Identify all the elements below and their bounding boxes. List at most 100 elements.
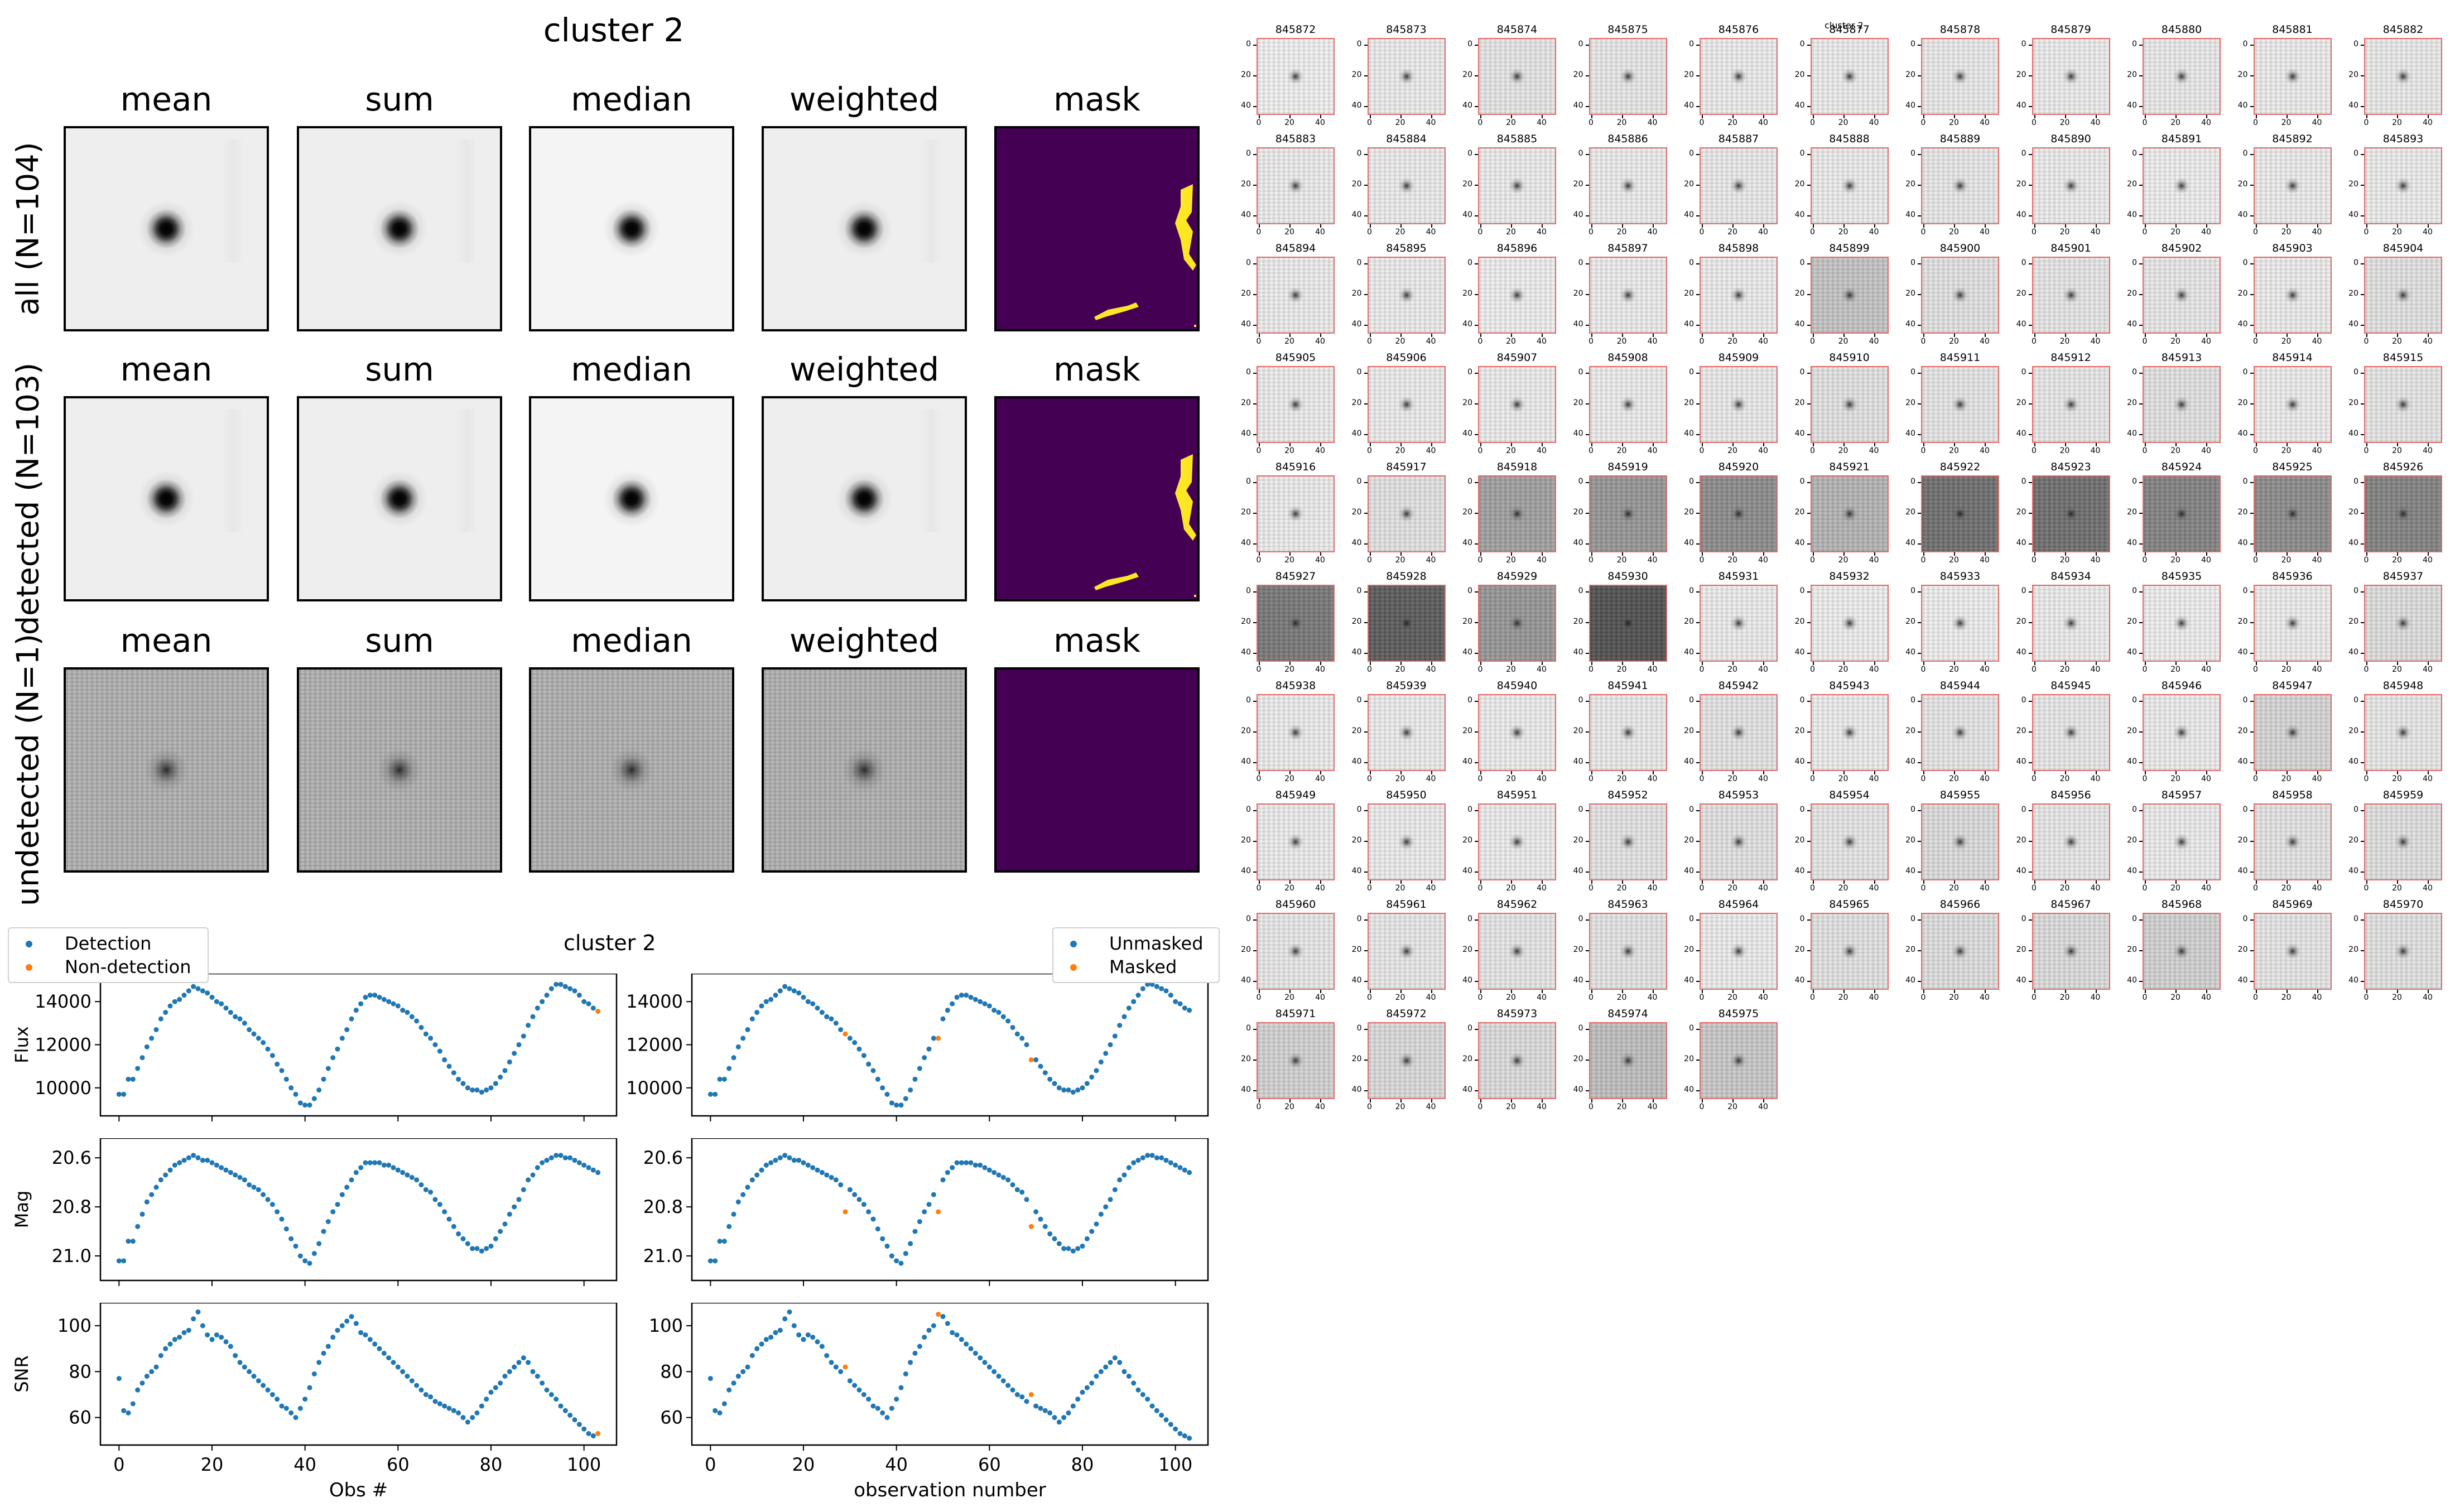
data-point: [922, 1335, 927, 1340]
thumbnail-x-tick: 0: [1920, 884, 1926, 893]
thumbnail-x-tick: 40: [1647, 337, 1658, 346]
thumbnail-y-tick: 20: [2237, 398, 2248, 407]
thumbnail-tick-mark: [1431, 662, 1432, 665]
plot-frame: [691, 974, 1209, 1117]
thumbnail-x-tick: 40: [2312, 665, 2322, 674]
thumbnail-x-tick: 40: [1537, 446, 1547, 455]
thumbnail-tick-mark: [2361, 762, 2364, 763]
thumbnail-tick-mark: [1696, 434, 1700, 435]
thumbnail-tick-mark: [2028, 185, 2032, 186]
thumbnail-stamp: [1478, 475, 1556, 552]
thumbnail-tick-mark: [1364, 543, 1368, 545]
thumbnail-x-tick: 40: [1869, 118, 1879, 127]
data-point: [558, 1403, 564, 1409]
data-point: [1080, 1389, 1085, 1395]
data-point: [959, 1160, 964, 1166]
thumbnail-tick-mark: [1253, 106, 1257, 107]
thumbnail-y-tick: 20: [1684, 70, 1694, 79]
data-point: [590, 1167, 596, 1173]
thumbnail-y-tick: 40: [2237, 976, 2248, 985]
thumbnail-tick-mark: [1652, 443, 1654, 446]
data-point: [386, 999, 392, 1004]
thumbnail-tick-mark: [1954, 334, 1955, 337]
thumbnail-x-tick: 20: [1727, 337, 1737, 346]
thumbnail-tick-mark: [1985, 334, 1986, 337]
data-point: [465, 1419, 470, 1425]
data-point: [833, 1364, 839, 1370]
data-point: [759, 1167, 764, 1173]
data-point: [735, 1374, 741, 1379]
thumbnail-x-tick: 40: [1980, 228, 1990, 237]
thumbnail-x-tick: 0: [1588, 774, 1594, 783]
thumbnail-tick-mark: [2034, 880, 2035, 884]
data-point: [936, 1312, 941, 1317]
data-point: [759, 1003, 764, 1009]
thumbnail-tick-mark: [2028, 701, 2032, 702]
data-point: [1112, 1355, 1118, 1361]
thumbnail-stamp: [1810, 803, 1889, 880]
data-point: [1070, 1403, 1076, 1409]
data-point: [311, 1251, 317, 1256]
data-point: [805, 1332, 811, 1338]
thumbnail-tick-mark: [2028, 434, 2032, 435]
legend-label: Masked: [1109, 956, 1177, 977]
thumbnail-x-tick: 20: [2281, 337, 2292, 346]
thumbnail-tick-mark: [1400, 1099, 1402, 1102]
thumbnail-tick-mark: [2145, 224, 2146, 228]
data-point: [242, 1177, 247, 1183]
data-point: [1140, 986, 1145, 991]
thumbnail-title: 845886: [1607, 133, 1648, 145]
thumbnail-stamp: [1478, 147, 1556, 224]
thumbnail-title: 845918: [1496, 461, 1538, 473]
data-point: [544, 993, 550, 998]
data-point: [749, 1016, 755, 1022]
data-point: [731, 1211, 736, 1217]
thumbnail-x-tick: 40: [1980, 884, 1990, 893]
thumbnail-tick-mark: [1475, 215, 1478, 216]
thumbnail-stamp: [1810, 475, 1889, 552]
thumbnail-x-tick: 20: [2170, 337, 2180, 346]
thumbnail-title: 845968: [2161, 898, 2202, 911]
thumbnail-stamp: [1588, 38, 1667, 115]
thumbnail-tick-mark: [2286, 771, 2288, 774]
thumbnail-title: 845935: [2161, 570, 2202, 582]
thumbnail-x-tick: 20: [2281, 884, 2292, 893]
thumbnail-y-tick: 20: [2016, 180, 2026, 189]
thumbnail-stamp: [2143, 147, 2221, 224]
data-point: [395, 1167, 401, 1173]
data-point: [787, 1309, 792, 1314]
thumbnail-tick-mark: [1253, 403, 1257, 405]
thumbnail-stamp: [2253, 803, 2332, 880]
thumbnail-tick-mark: [2139, 810, 2143, 811]
thumbnail-y-tick: 20: [1794, 836, 1805, 845]
data-point: [954, 995, 960, 1000]
thumbnail-tick-mark: [1364, 75, 1368, 76]
thumbnail-y-tick: 0: [1356, 805, 1362, 814]
thumbnail-tick-mark: [1542, 771, 1543, 774]
data-point: [1145, 981, 1151, 987]
thumbnail-y-tick: 40: [2237, 429, 2248, 438]
data-point: [768, 1335, 774, 1340]
data-point: [950, 1001, 955, 1007]
data-point: [996, 1172, 1002, 1178]
thumbnail-x-tick: 20: [1838, 446, 1849, 455]
data-point: [275, 1209, 280, 1215]
thumbnail-x-tick: 40: [2090, 884, 2101, 893]
data-point: [363, 995, 368, 1000]
thumbnail-y-tick: 0: [1578, 586, 1583, 595]
data-point: [377, 1160, 382, 1166]
thumbnail-tick-mark: [1585, 1029, 1589, 1030]
thumbnail-tick-mark: [1475, 75, 1478, 76]
thumbnail-y-tick: 20: [1573, 180, 1583, 189]
data-point: [768, 996, 774, 1002]
data-point: [1042, 1408, 1048, 1413]
thumbnail-tick-mark: [1923, 443, 1924, 446]
thumbnail-y-tick: 40: [1794, 101, 1805, 110]
thumbnail-x-tick: 20: [1506, 556, 1516, 565]
data-point: [964, 1160, 969, 1166]
thumbnail-tick-mark: [1696, 950, 1700, 951]
thumbnail-stamp: [1588, 585, 1667, 662]
thumbnail-x-tick: 20: [2281, 228, 2292, 237]
thumbnail-tick-mark: [1475, 591, 1478, 593]
thumbnail-y-tick: 0: [1799, 258, 1805, 267]
